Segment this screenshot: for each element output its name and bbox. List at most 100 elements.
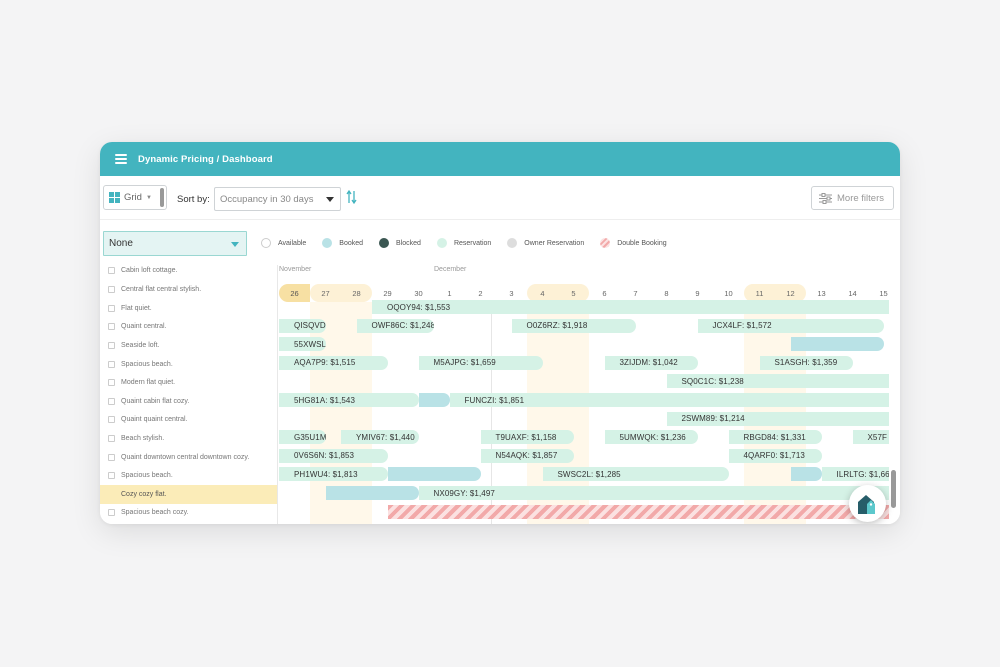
reservation-label: 3ZIJDM: $1,042 [619,358,678,368]
reservation-bar[interactable]: SWSC2L: $1,285 [542,467,729,482]
listing-checkbox[interactable] [108,379,115,387]
date-header-cell[interactable]: 27 [310,284,341,302]
listing-row[interactable]: Quaint quaint central. [100,411,277,430]
listing-checkbox[interactable] [108,397,115,405]
reservation-bar[interactable]: 2SWM89: $1,214 [666,411,889,426]
vertical-scrollbar[interactable] [889,265,900,524]
reservation-bar[interactable]: OWF86C: $1,248 [356,318,434,333]
date-header-cell[interactable]: 9 [695,288,700,298]
more-filters-button[interactable]: More filters [811,186,894,210]
booked-bar[interactable] [418,393,450,407]
reservation-bar[interactable]: 55XWSL [279,337,326,352]
reservation-bar[interactable]: 5UMWQK: $1,236 [604,430,698,445]
date-header-cell[interactable]: 7 [633,288,638,298]
scrollbar-thumb[interactable] [891,470,896,508]
date-header-cell[interactable]: 30 [414,288,423,298]
booked-bar[interactable] [790,467,822,482]
listing-checkbox[interactable] [108,323,115,331]
reservation-bar[interactable]: YMIV67: $1,440 [341,430,419,445]
listing-checkbox[interactable] [108,267,115,275]
sliders-icon [819,192,832,204]
date-header-cell[interactable]: 13 [817,288,826,298]
double-booking-bar[interactable] [387,504,889,519]
date-header-cell[interactable]: 11 [744,284,775,302]
listing-row[interactable]: Modern flat quiet. [100,374,277,393]
reservation-bar[interactable]: ILRLTG: $1,66 [821,467,889,482]
listing-row[interactable]: Quaint cabin flat cozy. [100,392,277,411]
reservation-bar[interactable]: SQ0C1C: $1,238 [666,374,889,389]
listing-checkbox[interactable] [108,286,115,294]
reservation-bar[interactable]: PH1WU4: $1,813 [279,467,388,482]
home-tag-fab-button[interactable] [849,485,886,522]
view-toggle-button[interactable]: Grid ▼ [103,185,167,210]
menu-icon[interactable] [115,154,127,164]
date-header-cell[interactable]: 15 [879,288,888,298]
reservation-label: 2SWM89: $1,214 [681,414,745,424]
listing-row[interactable]: Quaint downtown central downtown cozy. [100,448,277,467]
resize-handle[interactable] [160,188,164,207]
listing-name: Quaint downtown central downtown cozy. [121,453,250,461]
listing-checkbox[interactable] [108,416,115,424]
date-header-cell[interactable]: 26 [279,284,310,302]
reservation-bar[interactable]: G35U1M [279,430,326,445]
month-label: November [279,266,312,273]
reservation-bar[interactable]: S1ASGH: $1,359 [759,355,853,370]
listing-row[interactable]: Spacious beach cozy. [100,504,277,523]
listing-row[interactable]: Spacious beach. [100,467,277,486]
listing-row[interactable]: Beach stylish. [100,429,277,448]
listing-row[interactable]: Spacious beach. [100,355,277,374]
reservation-bar[interactable]: 3ZIJDM: $1,042 [604,355,698,370]
reservation-bar[interactable]: NX09GY: $1,497 [418,486,889,500]
reservation-bar[interactable]: T9UAXF: $1,158 [480,430,574,445]
reservation-bar[interactable]: AQA7P9: $1,515 [279,355,388,370]
listing-checkbox[interactable] [108,509,115,517]
date-header-cell[interactable]: 2 [478,288,483,298]
reservation-bar[interactable]: N54AQK: $1,857 [480,448,574,463]
listing-checkbox[interactable] [108,453,115,461]
listing-name: Spacious beach. [121,472,173,480]
toolbar: Grid ▼ Sort by: Occupancy in 30 days Mor… [100,176,900,220]
date-header-cell[interactable]: 10 [724,288,733,298]
date-header-cell[interactable]: 3 [509,288,514,298]
listing-row[interactable]: Quaint central. [100,318,277,337]
listing-row[interactable]: Central flat central stylish. [100,281,277,300]
booked-bar[interactable] [325,486,419,500]
date-header-cell[interactable]: 14 [848,288,857,298]
listing-checkbox[interactable] [108,342,115,350]
date-header-cell[interactable]: 5 [558,284,589,302]
booked-bar[interactable] [790,337,884,352]
reservation-bar[interactable]: JCX4LF: $1,572 [697,318,884,333]
listing-row[interactable]: Flat quiet. [100,299,277,318]
listing-checkbox[interactable] [108,472,115,480]
reservation-bar[interactable]: QISQVD [279,318,326,333]
reservation-bar[interactable]: O0Z6RZ: $1,918 [511,318,636,333]
sort-select[interactable]: Occupancy in 30 days [214,187,341,211]
reservation-bar[interactable]: RBGD84: $1,331 [728,430,822,445]
date-header-cell[interactable]: 12 [775,284,806,302]
listing-checkbox[interactable] [108,304,115,312]
reservation-bar[interactable]: 5HG81A: $1,543 [279,393,419,407]
date-header-cell[interactable]: 8 [664,288,669,298]
booked-bar[interactable] [387,467,481,482]
listing-row[interactable]: Seaside loft. [100,336,277,355]
reservation-bar[interactable]: 0V6S6N: $1,853 [279,448,388,463]
reservation-label: G35U1M [294,432,326,442]
sort-direction-icon[interactable] [346,189,358,205]
date-header-cell[interactable]: 4 [527,284,558,302]
reservation-bar[interactable]: 4QARF0: $1,713 [728,448,822,463]
reservation-label: T9UAXF: $1,158 [495,432,557,442]
date-header-cell[interactable]: 6 [602,288,607,298]
date-header-cell[interactable]: 29 [383,288,392,298]
reservation-bar[interactable]: OQOY94: $1,553 [372,300,889,314]
listing-checkbox[interactable] [108,435,115,443]
date-header-cell[interactable]: 28 [341,284,372,302]
reservation-bar[interactable]: M5AJPG: $1,659 [418,355,543,370]
group-filter-select[interactable]: None [103,231,247,256]
reservation-label: SWSC2L: $1,285 [557,469,621,479]
listing-row[interactable]: Cabin loft cottage. [100,265,277,280]
listing-row[interactable]: Cozy cozy flat. [100,485,277,504]
reservation-bar[interactable]: FUNCZI: $1,851 [449,393,889,407]
reservation-bar[interactable]: X57F [852,430,889,445]
listing-checkbox[interactable] [108,360,115,368]
date-header-cell[interactable]: 1 [447,288,452,298]
